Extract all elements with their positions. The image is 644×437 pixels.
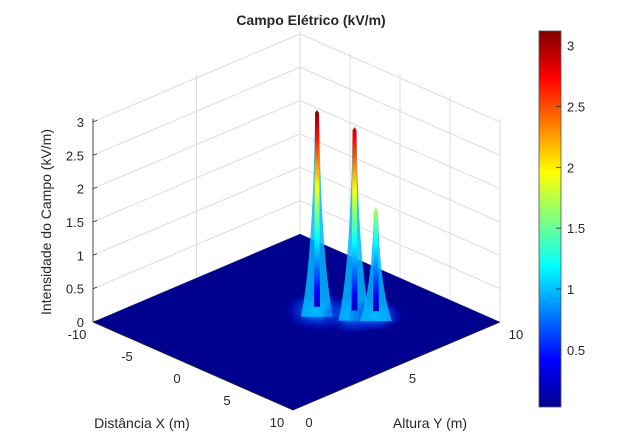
gridline [92,66,301,156]
y-axis-line [292,321,501,411]
colorbar-tick-label: 2 [567,160,574,175]
colorbar-tick-label: 1.5 [567,221,585,236]
x-tick-label: 10 [270,415,284,430]
x-tick-label: -5 [121,349,133,364]
gridline [299,133,501,223]
gridline [299,33,501,123]
chart-title: Campo Elétrico (kV/m) [236,12,385,28]
z-tick-label: 3 [77,115,84,130]
colorbar-tick-label: 0.5 [567,343,585,358]
z-axis-label: Intensidade do Campo (kV/m) [38,129,54,315]
gridline [92,166,301,256]
z-tick [92,320,98,323]
gridline [299,66,501,156]
y-tick-label: 10 [509,327,523,342]
colorbar-tick-label: 3 [567,39,574,54]
x-tick-label: 5 [223,393,230,408]
colorbar-tick-label: 1 [567,282,574,297]
peak-spike [372,207,379,312]
colorbar-tick-label: 2.5 [567,99,585,114]
gridline [92,133,301,223]
z-tick-label: 1.5 [66,215,84,230]
x-axis-line [92,321,294,411]
x-tick-label: -10 [68,327,87,342]
peak-spike [351,127,358,311]
gridline [299,200,501,290]
y-tick-label: 0 [305,415,312,430]
colorbar [538,30,562,408]
gridline [92,100,301,190]
z-tick-label: 0 [77,315,84,330]
x-axis-label: Distância X (m) [94,415,190,431]
z-tick [92,253,98,256]
gridline [92,200,301,290]
z-tick [92,186,98,189]
z-tick [92,120,98,123]
z-tick [92,153,98,156]
z-tick-label: 2 [77,182,84,197]
z-tick-label: 1 [77,248,84,263]
gridline [299,166,501,256]
z-tick [92,220,98,223]
gridline [299,100,501,190]
z-tick [92,286,98,290]
z-tick-label: 0.5 [66,282,84,297]
y-tick-label: 5 [409,371,416,386]
gridline [92,33,301,123]
z-tick-label: 2.5 [66,148,84,163]
x-tick-label: 0 [173,371,180,386]
y-axis-label: Altura Y (m) [393,415,467,431]
peak-spike [314,109,321,307]
